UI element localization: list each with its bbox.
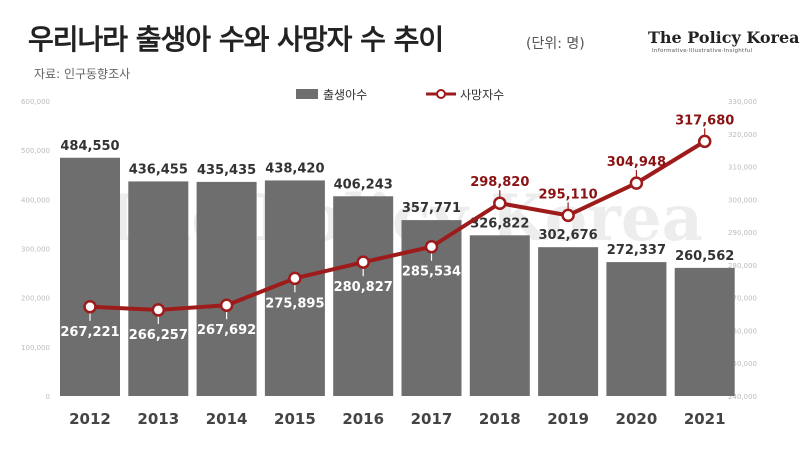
line-value-label: 298,820 [470, 175, 529, 190]
left-axis-tick-label: 300,000 [21, 246, 50, 254]
x-tick-label: 2020 [616, 410, 658, 428]
bar-births [469, 235, 530, 396]
bar-births [333, 196, 394, 396]
left-axis-tick-label: 0 [46, 393, 50, 401]
x-tick-label: 2014 [206, 410, 248, 428]
right-axis-tick-label: 240,000 [728, 393, 757, 401]
bar-value-label: 484,550 [60, 139, 119, 154]
line-marker-deaths [697, 134, 712, 149]
bar-value-label: 326,822 [470, 216, 529, 231]
line-marker-deaths [493, 196, 507, 210]
right-axis-tick-label: 300,000 [728, 196, 757, 204]
line-value-label: 317,680 [675, 113, 734, 128]
left-axis-tick-label: 500,000 [21, 147, 50, 155]
line-deaths [89, 139, 706, 312]
line-marker-deaths [288, 271, 302, 286]
line-marker-deaths [219, 298, 234, 312]
brand-logo: The Policy Korea [648, 28, 800, 47]
bar-births [60, 157, 120, 396]
legend-label-deaths: 사망자수 [460, 88, 504, 102]
line-marker-deaths [561, 208, 575, 223]
x-tick-label: 2016 [342, 410, 384, 428]
line-value-label: 275,895 [265, 296, 324, 311]
line-marker-deaths [424, 239, 439, 254]
right-axis-tick-label: 310,000 [728, 164, 757, 172]
left-axis-tick-label: 400,000 [21, 196, 50, 204]
chart-title: 우리나라 출생아 수와 사망자 수 추이 [28, 23, 444, 56]
unit-note: (단위: 명) [526, 36, 585, 52]
x-tick-label: 2019 [547, 410, 589, 428]
line-value-label: 267,221 [60, 325, 119, 340]
bar-value-label: 302,676 [538, 228, 597, 243]
right-axis-tick-label: 250,000 [728, 360, 757, 368]
legend-label-births: 출생아수 [323, 88, 367, 102]
right-axis-tick-label: 290,000 [728, 229, 757, 237]
source-note: 자료: 인구동향조사 [34, 67, 131, 81]
x-tick-label: 2018 [479, 410, 521, 428]
bar-births [606, 262, 667, 396]
x-tick-label: 2017 [411, 410, 453, 428]
bar-value-label: 436,455 [129, 162, 188, 177]
right-axis-tick-label: 260,000 [728, 327, 757, 335]
legend-marker-deaths [436, 89, 446, 99]
line-marker-deaths [83, 300, 97, 314]
left-axis-tick-label: 600,000 [21, 98, 50, 106]
line-value-label: 280,827 [334, 280, 393, 295]
left-axis-tick-label: 200,000 [21, 295, 50, 303]
bar-births [538, 247, 599, 396]
left-axis-tick-label: 100,000 [21, 344, 50, 352]
bar-value-label: 435,435 [197, 163, 256, 178]
line-value-label: 267,692 [197, 323, 256, 338]
line-value-label: 295,110 [538, 187, 597, 202]
line-marker-deaths [151, 303, 166, 317]
line-marker-deaths [629, 176, 644, 190]
right-axis-tick-label: 330,000 [728, 98, 757, 106]
right-axis-tick-label: 270,000 [728, 295, 757, 303]
line-value-label: 285,534 [402, 265, 461, 280]
bar-value-label: 438,420 [265, 161, 324, 176]
right-axis-tick-label: 280,000 [728, 262, 757, 270]
line-value-label: 304,948 [607, 155, 666, 170]
bar-births [128, 181, 189, 396]
bar-value-label: 357,771 [402, 201, 461, 216]
x-tick-label: 2012 [69, 410, 111, 428]
line-value-label: 266,257 [129, 328, 188, 343]
bar-births [674, 267, 735, 396]
x-tick-label: 2021 [684, 410, 726, 428]
x-tick-label: 2015 [274, 410, 316, 428]
brand-tagline: Informative·Illustrative·Insightful [652, 48, 753, 54]
bar-value-label: 260,562 [675, 249, 734, 264]
bar-value-label: 406,243 [334, 177, 393, 192]
line-marker-deaths [356, 255, 370, 269]
bar-value-label: 272,337 [607, 243, 666, 258]
legend-swatch-births [296, 89, 318, 99]
right-axis-tick-label: 320,000 [728, 131, 757, 139]
bar-births [196, 181, 257, 396]
x-tick-label: 2013 [137, 410, 179, 428]
